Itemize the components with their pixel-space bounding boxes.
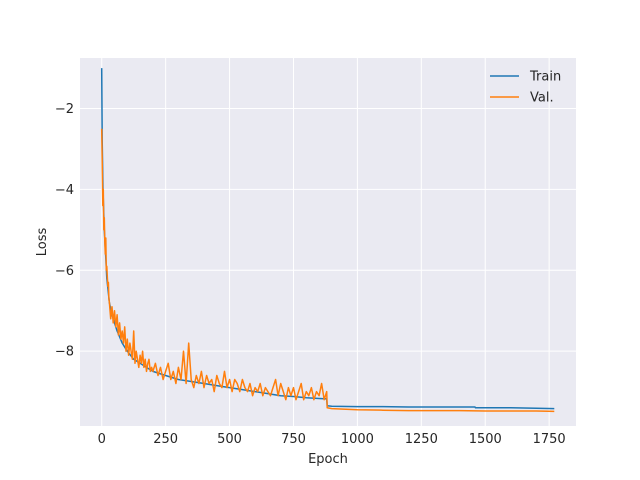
x-tick-label: 0 (98, 432, 106, 447)
series-layer (100, 68, 555, 413)
x-tick-label: 250 (153, 432, 178, 447)
legend: Train Val. (490, 70, 561, 106)
x-axis-label: Epoch (308, 452, 348, 467)
x-tick-label: 1500 (469, 432, 502, 447)
x-axis-ticks: 0 250 500 750 1000 1250 1500 1750 (98, 432, 566, 447)
x-tick-label: 1750 (533, 432, 566, 447)
legend-label: Train (529, 70, 561, 85)
series-line-val (100, 128, 555, 413)
x-tick-label: 1250 (405, 432, 438, 447)
y-tick-label: −4 (55, 183, 74, 198)
y-axis-ticks: −8 −6 −4 −2 (55, 102, 74, 360)
y-tick-label: −6 (55, 264, 74, 279)
x-tick-label: 500 (217, 432, 242, 447)
x-tick-label: 1000 (341, 432, 374, 447)
x-tick-label: 750 (281, 432, 306, 447)
y-axis-label: Loss (35, 228, 50, 257)
y-tick-label: −2 (55, 102, 74, 117)
legend-label: Val. (530, 91, 554, 106)
plot-background (80, 58, 576, 426)
y-tick-label: −8 (55, 345, 74, 360)
grid-lines (80, 58, 576, 426)
